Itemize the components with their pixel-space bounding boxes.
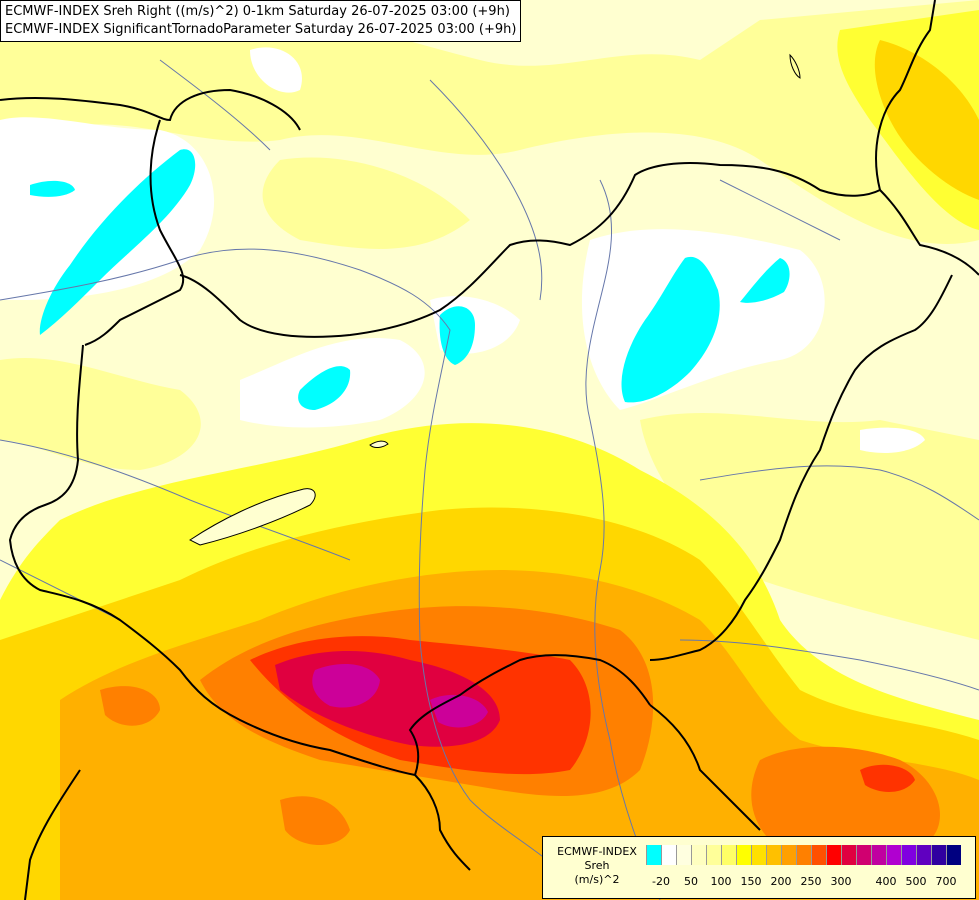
legend-title-line-1: ECMWF-INDEX xyxy=(557,845,637,858)
title-line-1: ECMWF-INDEX Sreh Right ((m/s)^2) 0-1km S… xyxy=(5,4,510,19)
legend-swatch xyxy=(811,845,826,865)
legend-tick-label: 250 xyxy=(800,875,822,888)
legend-tick-label: 300 xyxy=(830,875,852,888)
legend-swatch xyxy=(766,845,781,865)
legend-swatch xyxy=(871,845,886,865)
legend-swatch xyxy=(751,845,766,865)
legend-ticks: -20 50 100 150 200 250 300 400 500 700 xyxy=(646,875,976,889)
legend-swatch xyxy=(736,845,751,865)
legend-title-line-3: (m/s)^2 xyxy=(574,873,620,886)
field-lightyellow xyxy=(0,0,979,640)
legend-color-bar xyxy=(646,845,961,865)
legend-tick-label: 150 xyxy=(740,875,762,888)
legend-swatch xyxy=(676,845,691,865)
legend-swatch xyxy=(886,845,901,865)
legend-swatch xyxy=(721,845,736,865)
legend-title: ECMWF-INDEX Sreh (m/s)^2 xyxy=(549,845,645,887)
legend-swatch xyxy=(661,845,676,865)
legend-swatch xyxy=(856,845,871,865)
legend-title-line-2: Sreh xyxy=(584,859,610,872)
legend-tick-label: 400 xyxy=(875,875,897,888)
lake-north xyxy=(789,53,801,79)
legend-swatch xyxy=(931,845,946,865)
legend-tick-label: 500 xyxy=(905,875,927,888)
legend-swatch xyxy=(706,845,721,865)
rivers xyxy=(0,59,979,900)
legend-swatch xyxy=(646,845,661,865)
field-cyan xyxy=(30,149,790,410)
color-legend: ECMWF-INDEX Sreh (m/s)^2 -20 50 100 150 200 2… xyxy=(542,836,976,899)
lake-balaton xyxy=(189,488,316,546)
legend-swatch xyxy=(826,845,841,865)
lake-small xyxy=(369,440,389,448)
title-line-2: ECMWF-INDEX SignificantTornadoParameter … xyxy=(5,22,517,37)
legend-swatch xyxy=(841,845,856,865)
legend-swatch xyxy=(901,845,916,865)
legend-swatch xyxy=(781,845,796,865)
legend-swatch xyxy=(796,845,811,865)
map-title-box: ECMWF-INDEX Sreh Right ((m/s)^2) 0-1km S… xyxy=(0,0,522,42)
legend-tick-label: 50 xyxy=(684,875,698,888)
legend-swatch xyxy=(946,845,961,865)
legend-tick-label: -20 xyxy=(652,875,670,888)
legend-tick-label: 700 xyxy=(935,875,957,888)
legend-swatch xyxy=(916,845,931,865)
legend-tick-label: 200 xyxy=(770,875,792,888)
legend-tick-label: 100 xyxy=(710,875,732,888)
legend-swatch xyxy=(691,845,706,865)
